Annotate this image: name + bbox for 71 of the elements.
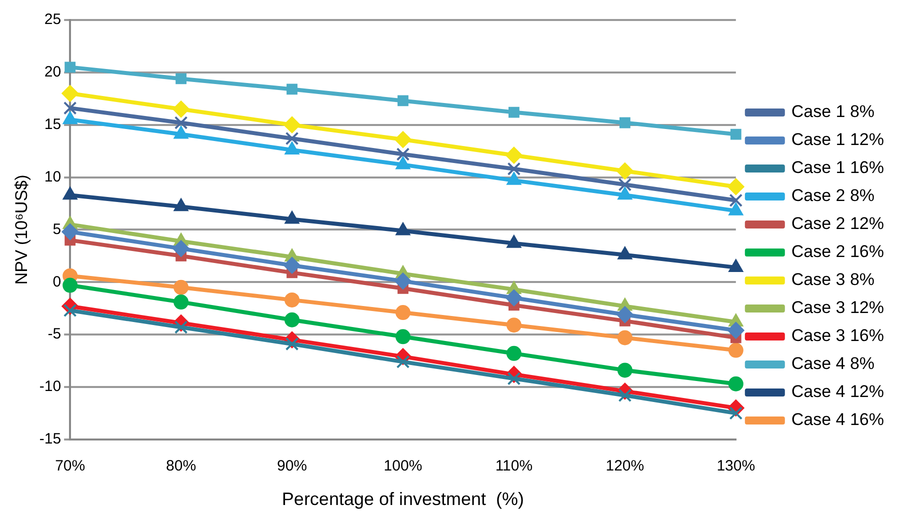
point (174, 280, 189, 295)
point (174, 294, 189, 310)
point (728, 376, 744, 392)
y-tick-label: -5 (48, 326, 62, 343)
y-tick-label: 0 (52, 273, 62, 290)
legend-label: Case 4 12% (791, 382, 884, 402)
y-tick-label: -10 (39, 378, 62, 396)
point (506, 346, 522, 361)
point (172, 100, 190, 118)
y-tick-label: 10 (44, 168, 62, 186)
x-tick-label: 110% (495, 458, 533, 475)
point (617, 330, 632, 346)
legend-label: Case 2 12% (791, 214, 884, 234)
legend-label: Case 1 12% (791, 130, 884, 150)
point (619, 117, 630, 128)
point (62, 278, 78, 293)
point (174, 116, 188, 130)
y-tick-label: 25 (44, 11, 62, 28)
point (172, 240, 190, 258)
point (395, 329, 410, 344)
point (616, 162, 634, 180)
point (507, 162, 521, 176)
y-tick-label: 15 (44, 116, 62, 133)
point (284, 312, 300, 328)
point (398, 95, 408, 106)
point (508, 106, 520, 118)
point (176, 73, 186, 84)
point (506, 318, 522, 333)
legend-label: Case 4 16% (791, 410, 884, 430)
x-tick-label: 130% (716, 458, 756, 475)
x-tick-label: 100% (384, 458, 422, 475)
point (505, 146, 522, 164)
legend-label: Case 3 12% (791, 298, 884, 318)
point (394, 131, 412, 148)
x-tick-label: 70% (55, 458, 86, 475)
legend-label: Case 2 16% (791, 242, 884, 262)
point (285, 132, 299, 146)
point (729, 194, 743, 207)
point (62, 223, 79, 240)
point (63, 101, 77, 115)
legend-label: Case 3 8% (791, 270, 875, 290)
x-tick-label: 120% (606, 458, 644, 475)
x-tick-label: 80% (166, 458, 196, 475)
y-tick-label: 5 (52, 220, 62, 238)
point (505, 289, 522, 306)
point (284, 256, 301, 274)
legend-label: Case 1 16% (791, 158, 884, 178)
point (286, 84, 298, 95)
y-axis-title: NPV (10⁶US$) (12, 174, 31, 285)
point (395, 305, 410, 320)
legend-label: Case 2 8% (791, 186, 875, 206)
y-tick-label: -15 (39, 430, 62, 448)
point (284, 292, 300, 308)
y-tick-label: 20 (44, 64, 62, 81)
point (64, 62, 76, 73)
point (617, 362, 632, 378)
point (616, 306, 634, 324)
legend-label: Case 4 8% (791, 354, 875, 374)
legend-label: Case 3 16% (791, 326, 884, 346)
point (284, 116, 301, 134)
point (618, 178, 632, 192)
x-axis-title: Percentage of investment (%) (282, 489, 524, 510)
point (727, 322, 744, 339)
legend-label: Case 1 8% (791, 102, 875, 122)
point (62, 84, 79, 102)
point (728, 342, 744, 358)
point (727, 178, 744, 196)
point (394, 272, 412, 290)
point (730, 128, 742, 140)
point (396, 148, 410, 161)
x-tick-label: 90% (277, 458, 308, 475)
